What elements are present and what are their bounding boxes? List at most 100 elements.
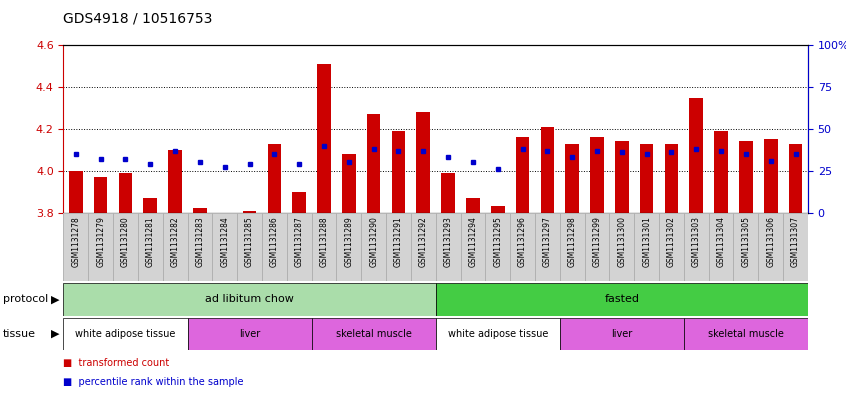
Text: GSM1131287: GSM1131287 — [294, 216, 304, 267]
Bar — [689, 97, 703, 213]
Bar — [436, 318, 560, 350]
Text: GSM1131306: GSM1131306 — [766, 216, 775, 267]
Text: GSM1131285: GSM1131285 — [245, 216, 254, 267]
Text: GSM1131290: GSM1131290 — [369, 216, 378, 267]
Text: GSM1131300: GSM1131300 — [618, 216, 626, 267]
Text: ■  percentile rank within the sample: ■ percentile rank within the sample — [63, 376, 244, 387]
Bar — [63, 318, 188, 350]
Bar — [535, 213, 560, 281]
Text: GSM1131279: GSM1131279 — [96, 216, 105, 267]
Bar — [113, 213, 138, 281]
Text: GSM1131284: GSM1131284 — [220, 216, 229, 267]
Bar — [416, 112, 430, 213]
Text: ad libitum chow: ad libitum chow — [205, 294, 294, 305]
Bar — [560, 213, 585, 281]
Text: GSM1131291: GSM1131291 — [394, 216, 403, 267]
Text: fasted: fasted — [604, 294, 640, 305]
Bar — [486, 213, 510, 281]
Bar — [609, 213, 634, 281]
Text: liver: liver — [611, 329, 633, 339]
Bar — [63, 283, 436, 316]
Bar — [733, 213, 758, 281]
Bar — [560, 318, 684, 350]
Bar — [591, 137, 604, 213]
Text: GSM1131283: GSM1131283 — [195, 216, 205, 267]
Bar — [392, 131, 405, 213]
Text: white adipose tissue: white adipose tissue — [448, 329, 548, 339]
Bar — [615, 141, 629, 213]
Bar — [188, 213, 212, 281]
Text: GSM1131278: GSM1131278 — [71, 216, 80, 267]
Bar — [293, 192, 306, 213]
Text: tissue: tissue — [3, 329, 36, 339]
Bar — [367, 114, 381, 213]
Text: skeletal muscle: skeletal muscle — [336, 329, 412, 339]
Text: ■  transformed count: ■ transformed count — [63, 358, 170, 368]
Bar — [311, 213, 337, 281]
Bar — [739, 141, 753, 213]
Bar — [510, 213, 535, 281]
Text: GDS4918 / 10516753: GDS4918 / 10516753 — [63, 12, 213, 26]
Text: GSM1131297: GSM1131297 — [543, 216, 552, 267]
Bar — [714, 131, 728, 213]
Text: GSM1131298: GSM1131298 — [568, 216, 577, 267]
Text: skeletal muscle: skeletal muscle — [708, 329, 784, 339]
Bar — [436, 213, 460, 281]
Bar — [709, 213, 733, 281]
Bar — [665, 143, 678, 213]
Text: GSM1131296: GSM1131296 — [518, 216, 527, 267]
Text: GSM1131292: GSM1131292 — [419, 216, 428, 267]
Bar — [144, 198, 157, 213]
Text: GSM1131295: GSM1131295 — [493, 216, 503, 267]
Text: GSM1131293: GSM1131293 — [443, 216, 453, 267]
Bar — [317, 64, 331, 213]
Bar — [436, 283, 808, 316]
Bar — [188, 318, 311, 350]
Text: GSM1131299: GSM1131299 — [592, 216, 602, 267]
Bar — [491, 206, 504, 213]
Text: GSM1131294: GSM1131294 — [469, 216, 477, 267]
Bar — [758, 213, 783, 281]
Text: GSM1131305: GSM1131305 — [741, 216, 750, 267]
Bar — [162, 213, 188, 281]
Text: GSM1131280: GSM1131280 — [121, 216, 130, 267]
Text: liver: liver — [239, 329, 261, 339]
Bar — [138, 213, 162, 281]
Bar — [193, 208, 206, 213]
Bar — [342, 154, 355, 213]
Text: GSM1131289: GSM1131289 — [344, 216, 354, 267]
Bar — [386, 213, 411, 281]
Text: ▶: ▶ — [51, 329, 59, 339]
Text: GSM1131301: GSM1131301 — [642, 216, 651, 267]
Bar — [262, 213, 287, 281]
Bar — [168, 150, 182, 213]
Bar — [541, 127, 554, 213]
Bar — [783, 213, 808, 281]
Bar — [764, 140, 777, 213]
Text: GSM1131288: GSM1131288 — [320, 216, 328, 267]
Text: protocol: protocol — [3, 294, 47, 305]
Text: GSM1131281: GSM1131281 — [146, 216, 155, 267]
Bar — [69, 171, 83, 213]
Bar — [63, 213, 88, 281]
Bar — [788, 143, 802, 213]
Bar — [118, 173, 132, 213]
Bar — [640, 143, 653, 213]
Bar — [585, 213, 609, 281]
Bar — [516, 137, 530, 213]
Bar — [684, 318, 808, 350]
Bar — [411, 213, 436, 281]
Bar — [442, 173, 455, 213]
Bar — [634, 213, 659, 281]
Bar — [88, 213, 113, 281]
Bar — [237, 213, 262, 281]
Bar — [466, 198, 480, 213]
Bar — [212, 213, 237, 281]
Bar — [460, 213, 486, 281]
Bar — [659, 213, 684, 281]
Text: GSM1131307: GSM1131307 — [791, 216, 800, 267]
Bar — [684, 213, 709, 281]
Text: white adipose tissue: white adipose tissue — [75, 329, 176, 339]
Text: ▶: ▶ — [51, 294, 59, 305]
Bar — [267, 143, 281, 213]
